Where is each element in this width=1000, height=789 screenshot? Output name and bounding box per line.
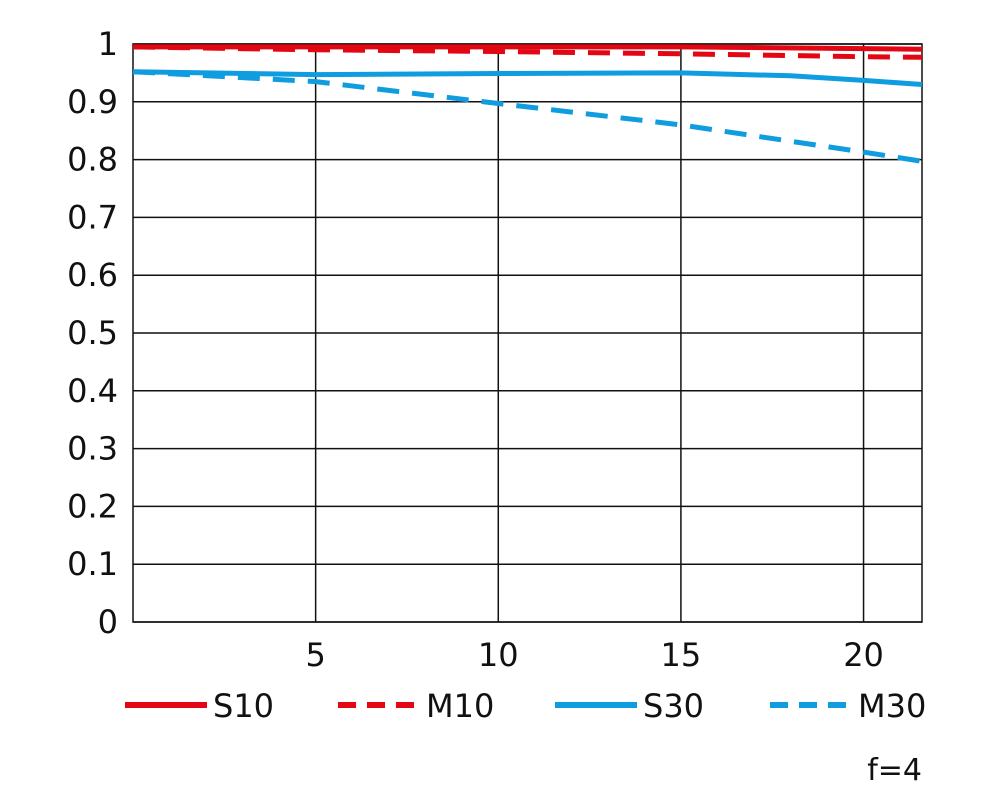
y-tick-label: 0 [98,603,118,641]
y-tick-label: 0.1 [67,545,118,583]
y-tick-label: 0.5 [67,314,118,352]
y-tick-label: 0.3 [67,430,118,468]
x-tick-label: 20 [843,636,884,674]
aperture-annotation: f=4 [867,753,922,788]
legend-label-s30: S30 [643,687,704,725]
y-tick-label: 0.2 [67,487,118,525]
legend-label-m30: M30 [858,687,926,725]
legend: S10 M10 S30 M30 [125,687,926,725]
y-tick-label: 0.8 [67,141,118,179]
series-line-m30 [132,69,923,164]
y-tick-label: 0.4 [67,372,118,410]
x-tick-label: 5 [305,636,325,674]
x-axis-ticks: 5 10 15 20 [305,636,883,674]
y-tick-label: 0.7 [67,198,118,236]
legend-label-m10: M10 [426,687,494,725]
series-line-s30 [132,69,923,87]
grid [132,43,923,623]
series-lines [132,44,923,164]
legend-label-s10: S10 [213,687,274,725]
y-tick-label: 0.6 [67,256,118,294]
y-tick-label: 1 [98,25,118,63]
x-tick-label: 15 [661,636,702,674]
y-tick-label: 0.9 [67,83,118,121]
plot-frame [132,43,923,623]
y-axis-ticks: 0 0.1 0.2 0.3 0.4 0.5 0.6 0.7 0.8 0.9 1 [67,25,118,641]
series-line-m10 [132,44,923,60]
x-tick-label: 10 [478,636,519,674]
